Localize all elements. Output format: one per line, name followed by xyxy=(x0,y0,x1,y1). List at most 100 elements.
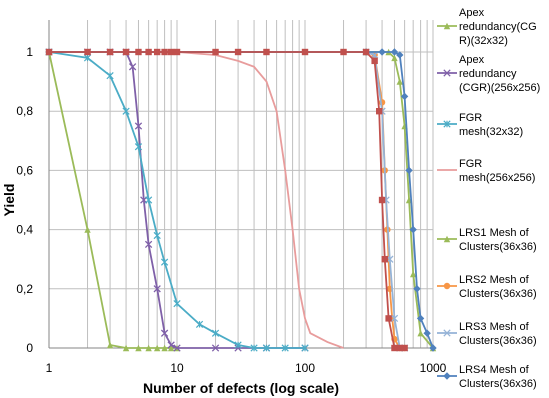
data-point xyxy=(234,341,242,349)
data-point xyxy=(413,285,421,293)
legend-label: Apex xyxy=(459,54,485,66)
y-tick-label: 0,4 xyxy=(16,223,33,237)
data-point xyxy=(167,48,175,56)
data-point xyxy=(167,344,175,352)
data-point xyxy=(211,329,220,337)
y-axis-label: Yield xyxy=(1,184,17,217)
data-point xyxy=(153,48,161,56)
data-point xyxy=(83,54,92,62)
data-point xyxy=(134,143,143,151)
legend-entry-8: LRS4 Mesh of Clusters(36x36) xyxy=(437,364,537,390)
data-point xyxy=(106,72,114,80)
data-point xyxy=(378,48,386,56)
y-tick-label: 0,2 xyxy=(16,282,33,296)
data-point xyxy=(134,122,143,130)
data-point xyxy=(161,344,168,352)
data-point xyxy=(212,48,219,56)
data-point xyxy=(400,92,409,101)
x-tick-label: 10 xyxy=(170,361,184,375)
legend-entry-7: LRS3 Mesh of Clusters(36x36) xyxy=(437,321,537,347)
x-tick-label: 100 xyxy=(295,361,315,375)
data-point xyxy=(391,344,398,352)
legend-label: redundancy xyxy=(459,68,517,80)
y-tick-label: 1 xyxy=(26,45,33,59)
legend-label: mesh(256x256) xyxy=(459,172,535,184)
x-axis-label: Number of defects (log scale) xyxy=(143,380,339,396)
data-point xyxy=(122,48,130,56)
data-point xyxy=(263,48,270,56)
data-point xyxy=(84,226,91,233)
data-point xyxy=(195,320,204,328)
data-point xyxy=(160,329,169,337)
series-line xyxy=(49,51,434,349)
data-point xyxy=(167,341,175,349)
y-tick-label: 0,8 xyxy=(16,104,33,118)
legend-label: Clusters(36x36) xyxy=(459,335,537,347)
legend-entry-5: LRS1 Mesh of Clusters(36x36) xyxy=(437,227,537,253)
data-point xyxy=(376,108,383,115)
data-point xyxy=(153,285,161,293)
data-point xyxy=(429,344,437,352)
legend-label: (CGR)(256x256) xyxy=(459,82,540,94)
data-point xyxy=(135,48,142,56)
legend-marker xyxy=(443,120,451,128)
legend-marker xyxy=(443,235,451,243)
legend-marker xyxy=(443,282,451,290)
data-point xyxy=(405,166,413,175)
legend-label: LRS2 Mesh of xyxy=(459,274,530,286)
tick-labels: 1 10 100 1000 0 0,2 0,4 0,6 0,8 1 xyxy=(16,45,446,375)
series-layer xyxy=(45,48,437,352)
data-point xyxy=(417,330,424,337)
series-line xyxy=(49,51,434,349)
data-point xyxy=(153,231,161,240)
data-point xyxy=(144,196,153,204)
data-point xyxy=(301,344,309,352)
legend-marker xyxy=(443,329,451,337)
data-point xyxy=(396,78,403,85)
series-line xyxy=(49,51,344,349)
data-point xyxy=(391,54,398,62)
legend-label: redundancy(CG xyxy=(459,21,537,33)
data-point xyxy=(371,57,378,65)
legend-marker xyxy=(443,372,451,380)
data-point xyxy=(84,48,91,56)
legend-entry-6: LRS2 Mesh of Clusters(36x36) xyxy=(437,274,537,300)
data-point xyxy=(106,341,114,349)
data-point xyxy=(281,344,289,352)
data-point xyxy=(362,48,370,56)
data-point xyxy=(396,51,404,59)
data-point xyxy=(45,48,53,56)
data-point xyxy=(381,256,388,263)
y-tick-label: 0 xyxy=(26,341,33,355)
series-line xyxy=(48,51,177,349)
data-point xyxy=(161,48,168,56)
legend-entry-3: FGR mesh(32x32) xyxy=(437,112,523,138)
data-point xyxy=(390,314,399,323)
data-point xyxy=(173,344,181,352)
data-point xyxy=(106,48,114,56)
legend-marker xyxy=(443,22,451,30)
legend-label: Apex xyxy=(459,7,485,19)
data-point xyxy=(144,240,153,249)
legend-label: LRS3 Mesh of xyxy=(459,321,530,333)
data-point xyxy=(409,270,417,278)
data-point xyxy=(390,48,399,56)
legend-label: LRS4 Mesh of xyxy=(459,364,530,376)
data-point xyxy=(378,196,386,204)
data-point xyxy=(416,314,425,323)
data-point xyxy=(173,299,181,308)
legend-label: R)(32x32) xyxy=(459,35,508,47)
legend-label: FGR xyxy=(459,158,482,170)
data-point xyxy=(423,329,431,337)
data-point xyxy=(135,344,142,352)
legend-entry-4: FGR mesh(256x256) xyxy=(437,158,535,184)
data-point xyxy=(234,48,242,56)
series-4 xyxy=(49,51,344,349)
series-8 xyxy=(45,48,437,352)
legend-label: Clusters(36x36) xyxy=(459,288,537,300)
data-point xyxy=(160,258,169,266)
data-point xyxy=(301,48,309,56)
data-point xyxy=(145,344,152,352)
data-point xyxy=(145,48,152,56)
data-point xyxy=(153,344,161,352)
